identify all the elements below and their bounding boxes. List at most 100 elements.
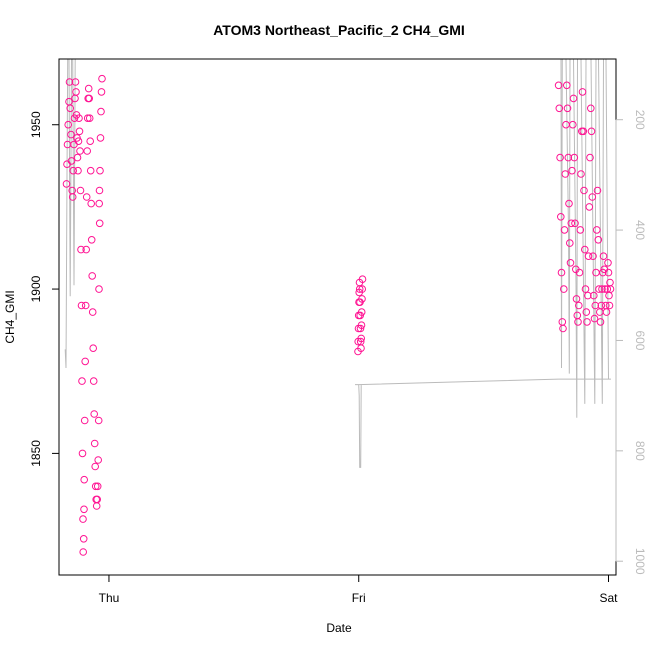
data-point (91, 462, 99, 471)
data-point (597, 301, 606, 310)
data-point (565, 199, 573, 208)
pressure-line-layer (64, 58, 611, 468)
data-point (557, 213, 565, 221)
data-point (601, 285, 609, 293)
data-point (591, 301, 600, 310)
data-point (596, 308, 604, 316)
data-point (357, 308, 366, 316)
data-point (586, 153, 594, 162)
secondary-tick-label: 600 (633, 330, 647, 350)
data-point (81, 357, 89, 366)
data-point (95, 199, 103, 208)
data-point (67, 130, 75, 139)
data-point (72, 88, 80, 96)
data-point (596, 318, 605, 326)
data-point (555, 104, 564, 113)
data-point (556, 153, 564, 162)
data-point (73, 153, 82, 162)
data-point (587, 104, 595, 113)
data-point (574, 318, 582, 326)
data-point (87, 199, 95, 208)
x-tick-label: Fri (352, 591, 366, 605)
data-point (581, 245, 589, 254)
data-point (67, 157, 76, 165)
y-axis-label: CH4_GMI (3, 290, 17, 343)
data-point (605, 291, 613, 300)
data-point (95, 219, 104, 228)
secondary-tick-label: 400 (633, 220, 647, 240)
data-point (358, 285, 367, 293)
secondary-tick-label: 1000 (633, 548, 647, 575)
data-point (558, 318, 567, 326)
data-point (95, 186, 104, 195)
secondary-tick-label: 800 (633, 441, 647, 461)
y-axis: 1850 1900 1950 (29, 111, 60, 467)
data-point (587, 127, 596, 136)
data-point (557, 268, 566, 277)
data-point (74, 137, 83, 145)
data-point (79, 535, 88, 543)
data-point (580, 186, 588, 195)
data-point (95, 285, 103, 293)
data-point (560, 285, 568, 293)
data-point (569, 94, 578, 103)
data-point (563, 104, 572, 113)
data-point (355, 285, 364, 293)
data-point (75, 114, 83, 122)
x-axis-label: Date (326, 621, 352, 635)
data-point (79, 548, 87, 556)
data-point (68, 193, 77, 201)
data-point (93, 495, 101, 504)
data-point (581, 285, 590, 293)
data-point (559, 324, 567, 333)
secondary-tick-label: 200 (633, 110, 647, 130)
data-point (89, 344, 97, 353)
data-point (90, 439, 99, 448)
data-point (75, 127, 84, 136)
data-point (604, 259, 612, 267)
data-point (94, 416, 103, 425)
chart-title: ATOM3 Northeast_Pacific_2 CH4_GMI (213, 22, 465, 38)
data-point (93, 482, 102, 491)
data-point (595, 285, 603, 293)
data-point (79, 515, 87, 523)
x-axis: Thu Fri Sat (99, 574, 618, 605)
secondary-y-axis: 200 400 600 800 1000 (615, 110, 647, 575)
data-point (65, 78, 74, 86)
data-point (578, 88, 587, 96)
data-point (588, 193, 597, 201)
data-point (602, 308, 611, 316)
data-point (590, 314, 599, 323)
data-point (566, 259, 575, 267)
data-point (356, 324, 365, 333)
plot-frame (58, 58, 617, 576)
data-point (74, 166, 82, 175)
data-point (594, 236, 603, 244)
y-tick-label: 1900 (29, 275, 43, 302)
data-point (92, 502, 101, 510)
data-point (569, 120, 577, 129)
data-point (80, 505, 88, 514)
data-point (66, 104, 74, 113)
data-point (358, 275, 367, 284)
data-point (560, 226, 569, 234)
data-point (571, 219, 579, 228)
data-point (572, 295, 581, 303)
data-point (585, 203, 594, 211)
data-point (78, 449, 87, 458)
data-point (582, 308, 591, 316)
data-point (599, 252, 608, 261)
pressure-line (64, 58, 611, 468)
data-point (564, 153, 573, 162)
data-point (593, 186, 602, 195)
data-point (97, 107, 105, 116)
data-point (606, 285, 615, 293)
x-tick-label: Sat (599, 591, 618, 605)
data-point (81, 301, 90, 310)
data-point (91, 482, 100, 491)
data-point (562, 120, 570, 129)
data-point (358, 295, 366, 303)
data-point (76, 147, 84, 155)
data-point (83, 114, 92, 122)
data-point (82, 193, 91, 201)
